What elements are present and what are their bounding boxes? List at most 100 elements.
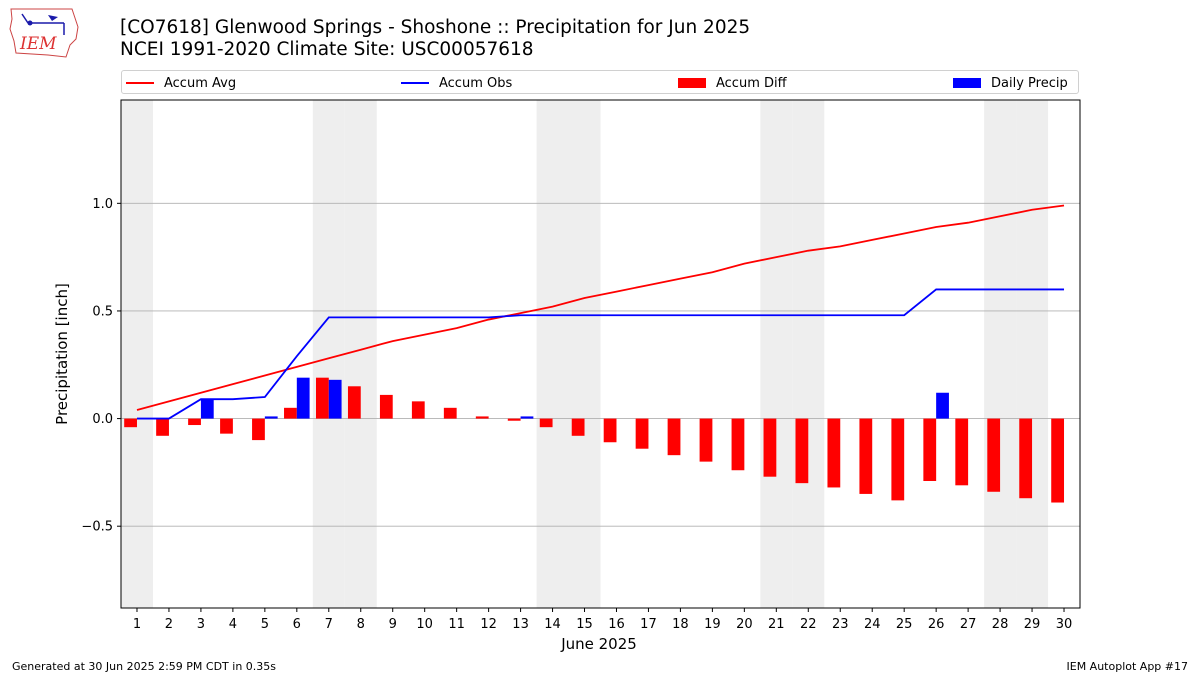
daily-precip-bar-day-3: [200, 399, 214, 419]
accum-diff-bar-day-11: [443, 407, 457, 419]
legend-item-daily-precip: Daily Precip: [953, 71, 1068, 95]
legend-label-daily-precip: Daily Precip: [991, 75, 1068, 91]
legend: Accum Avg Accum Obs Accum Diff Daily Pre…: [121, 70, 1079, 94]
weekend-shading: [121, 100, 1049, 608]
x-tick-label-20: 20: [736, 617, 753, 632]
accum-diff-bar-day-3: [188, 418, 201, 426]
x-tick-label-15: 15: [576, 617, 593, 632]
accum-diff-bar-day-28: [987, 418, 1001, 492]
x-tick-label-17: 17: [640, 617, 657, 632]
x-tick-label-1: 1: [133, 617, 141, 632]
accum-diff-bar-day-24: [859, 418, 873, 494]
accum-diff-bar-day-26: [923, 418, 937, 481]
x-tick-label-10: 10: [416, 617, 433, 632]
x-tick-label-21: 21: [768, 617, 785, 632]
accum-avg-line: [136, 204, 1065, 411]
axis-ticks: −0.50.00.51.01 2 3 4 5 6 7 8 9 10 11 12 13 14 15 16 17 18…: [81, 197, 1072, 632]
weekend-shade-day-21: [760, 100, 793, 608]
footer-app: IEM Autoplot App #17: [1066, 660, 1189, 673]
x-tick-label-25: 25: [896, 617, 913, 632]
accum-diff-bar-day-21: [763, 418, 777, 477]
x-tick-label-14: 14: [544, 617, 561, 632]
daily-precip-bar-day-26: [936, 392, 949, 419]
x-tick-label-5: 5: [261, 617, 269, 632]
x-tick-label-27: 27: [960, 617, 977, 632]
daily-precip-bar-day-5: [264, 416, 278, 419]
daily-precip-bar-day-6: [296, 377, 310, 419]
weekend-shade-day-22: [792, 100, 825, 608]
accum-diff-bar-day-25: [891, 418, 905, 501]
y-tick-label-0.5: 0.5: [92, 304, 113, 319]
series-lines: [136, 204, 1065, 420]
accum-diff-bar-day-4: [220, 418, 233, 434]
weekend-shade-day-15: [568, 100, 601, 608]
legend-swatch-accum-diff: [678, 78, 706, 88]
x-tick-label-16: 16: [608, 617, 625, 632]
x-tick-label-8: 8: [357, 617, 365, 632]
accum-diff-bar-day-22: [795, 418, 809, 484]
accum-diff-bar-day-8: [347, 386, 361, 419]
accum-diff-bar-day-2: [156, 418, 169, 436]
x-tick-label-7: 7: [325, 617, 333, 632]
legend-label-accum-avg: Accum Avg: [164, 75, 237, 91]
legend-label-accum-diff: Accum Diff: [716, 75, 787, 91]
chart-title: [CO7618] Glenwood Springs - Shoshone :: …: [120, 17, 751, 38]
accum-diff-bar-day-19: [699, 418, 713, 462]
accum-diff-bar-day-9: [379, 394, 393, 419]
legend-item-accum-avg: Accum Avg: [126, 71, 236, 95]
x-tick-label-13: 13: [512, 617, 529, 632]
x-tick-label-26: 26: [928, 617, 945, 632]
legend-item-accum-obs: Accum Obs: [401, 71, 512, 95]
iem-logo: IEM: [9, 8, 79, 58]
weekend-shade-day-14: [536, 100, 569, 608]
plot-border: [120, 99, 1081, 609]
daily-precip-bar-day-7: [328, 379, 342, 419]
accum-diff-bar-day-5: [252, 418, 265, 441]
chart-subtitle: NCEI 1991-2020 Climate Site: USC00057618: [120, 39, 534, 60]
accum-diff-bar-day-13: [507, 418, 521, 421]
x-tick-label-28: 28: [992, 617, 1009, 632]
weekend-shade-day-1: [121, 100, 153, 608]
y-tick-label-1: 1.0: [92, 197, 113, 212]
gridlines: [121, 202, 1080, 527]
x-tick-label-3: 3: [197, 617, 205, 632]
accum-diff-bar-day-20: [731, 418, 745, 471]
weekend-shade-day-7: [312, 100, 345, 608]
accum-diff-bar-day-14: [539, 418, 553, 428]
legend-label-accum-obs: Accum Obs: [439, 75, 513, 91]
accum-diff-bar-day-12: [475, 416, 489, 419]
x-tick-label-29: 29: [1024, 617, 1041, 632]
x-tick-label-2: 2: [165, 617, 173, 632]
legend-swatch-accum-obs: [401, 82, 429, 84]
x-axis-label: June 2025: [560, 635, 637, 653]
x-tick-label-18: 18: [672, 617, 689, 632]
bars: [124, 377, 1065, 503]
accum-diff-bar-day-7: [315, 377, 329, 419]
y-tick-label-0: 0.0: [92, 412, 113, 427]
x-tick-label-24: 24: [864, 617, 881, 632]
accum-diff-bar-day-1: [124, 418, 137, 428]
x-tick-label-23: 23: [832, 617, 849, 632]
accum-diff-bar-day-23: [827, 418, 841, 488]
weekend-shade-day-29: [1016, 100, 1049, 608]
accum-diff-bar-day-15: [571, 418, 585, 436]
x-tick-label-19: 19: [704, 617, 721, 632]
accum-diff-bar-day-30: [1051, 418, 1065, 503]
accum-diff-bar-day-17: [635, 418, 649, 449]
accum-diff-bar-day-27: [955, 418, 969, 486]
legend-swatch-daily-precip: [953, 78, 981, 88]
y-axis-label: Precipitation [inch]: [53, 283, 71, 425]
x-tick-label-6: 6: [293, 617, 301, 632]
accum-diff-bar-day-16: [603, 418, 617, 443]
x-tick-label-11: 11: [448, 617, 465, 632]
accum-obs-line: [136, 288, 1065, 420]
x-tick-label-4: 4: [229, 617, 237, 632]
plot-frame: [120, 99, 1081, 609]
legend-swatch-accum-avg: [126, 82, 154, 84]
footer-generated: Generated at 30 Jun 2025 2:59 PM CDT in …: [12, 660, 277, 673]
x-tick-label-22: 22: [800, 617, 817, 632]
y-tick-label--0.5: −0.5: [81, 520, 113, 535]
logo-text: IEM: [19, 34, 57, 54]
weekend-shade-day-8: [344, 100, 377, 608]
